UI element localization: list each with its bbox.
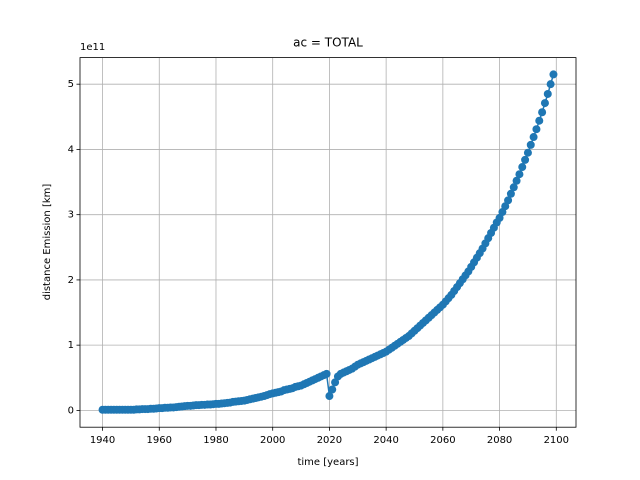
y-tick-label: 3: [68, 210, 74, 221]
marker: [538, 108, 547, 117]
marker: [518, 163, 527, 172]
y-tick-label: 1: [68, 340, 74, 351]
y-tick-label: 2: [68, 275, 74, 286]
marker: [512, 176, 521, 185]
marker: [509, 183, 518, 192]
x-axis-label: time [years]: [297, 457, 358, 468]
axes-frame: [79, 57, 577, 428]
x-tick-label: 2100: [544, 435, 569, 446]
x-tick-label: 2040: [373, 435, 398, 446]
y-axis-label: distance Emission [km]: [42, 184, 53, 301]
y-tick-label: 5: [68, 79, 74, 90]
marker: [529, 133, 538, 142]
y-tick-label: 4: [68, 144, 74, 155]
x-tick-label: 1980: [203, 435, 228, 446]
x-tick-label: 2000: [260, 435, 285, 446]
grid: [80, 57, 576, 428]
x-tick-label: 1940: [90, 435, 115, 446]
marker: [515, 170, 524, 179]
x-tick-label: 1960: [147, 435, 172, 446]
marker: [504, 196, 513, 205]
marker: [325, 392, 334, 401]
y-scale-label: 1e11: [80, 42, 105, 53]
marker: [526, 140, 535, 149]
marker: [328, 385, 337, 394]
marker: [322, 369, 331, 378]
x-tick-label: 2080: [487, 435, 512, 446]
marker: [506, 189, 515, 198]
marker: [521, 155, 530, 164]
marker: [546, 80, 555, 89]
y-tick-label: 0: [68, 405, 74, 416]
marker: [535, 116, 544, 125]
marker: [532, 125, 541, 134]
plot: [98, 70, 558, 414]
marker: [540, 99, 549, 108]
marker: [543, 89, 552, 98]
marker: [523, 148, 532, 157]
chart-title: ac = TOTAL: [293, 36, 363, 50]
marker: [549, 70, 558, 79]
x-tick-label: 2020: [317, 435, 342, 446]
x-tick-label: 2060: [430, 435, 455, 446]
